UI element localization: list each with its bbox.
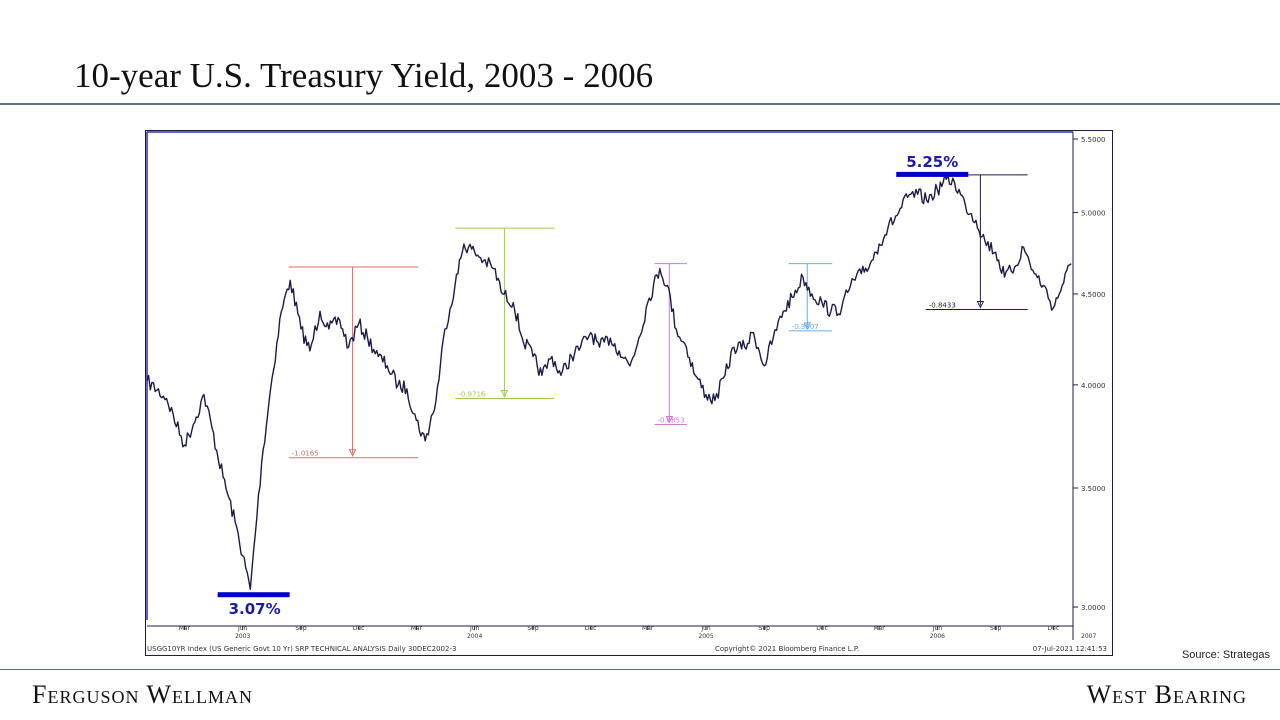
yield-chart: -1.0165 -0.9716 -0.8853 -0.3907 -0.8433 3.07…: [145, 130, 1113, 656]
x-tick-label: Dec: [816, 625, 828, 632]
low-marker-bar: [217, 592, 290, 598]
chart-svg: -1.0165 -0.9716 -0.8853 -0.3907 -0.8433 3.07…: [145, 130, 1113, 656]
x-tick-label: Jun: [469, 625, 480, 632]
y-tick-label: 4.5000: [1081, 291, 1106, 299]
x-tick-label: Mar: [642, 625, 654, 632]
high-marker-bar: [896, 171, 969, 177]
drawdown-label: -0.9716: [458, 391, 486, 399]
brand-ferguson-wellman: Ferguson Wellman: [32, 680, 254, 709]
drawdown-arrow: [803, 322, 812, 330]
y-tick-label: 5.0000: [1081, 210, 1106, 218]
bloomberg-copyright: Copyright© 2021 Bloomberg Finance L.P.: [715, 645, 859, 653]
y-tick-label: 5.5000: [1081, 136, 1106, 144]
y-tick-label: 4.0000: [1081, 382, 1106, 390]
drawdown-label: -0.8433: [929, 302, 956, 310]
bloomberg-timestamp: 07-Jul-2021 12:41:53: [1033, 645, 1107, 653]
x-year-label: 2004: [467, 633, 482, 640]
x-tick-label: Sep: [759, 625, 771, 632]
source-note: Source: Strategas: [1181, 649, 1270, 661]
drawdown-label: -1.0165: [292, 450, 319, 458]
y-tick-label: 3.5000: [1081, 485, 1106, 493]
drawdown-arrow: [500, 390, 509, 398]
x-tick-label: Jun: [237, 625, 248, 632]
footer-divider: [0, 669, 1280, 670]
x-tick-label: Mar: [873, 625, 885, 632]
x-year-label: 2005: [698, 633, 713, 640]
extreme-markers: 3.07% 5.25%: [217, 153, 969, 618]
x-year-label: 2007: [1081, 633, 1096, 640]
x-year-label: 2006: [930, 633, 945, 640]
drawdown-label: -0.3907: [792, 323, 819, 331]
title-divider: [0, 103, 1280, 105]
drawdown-arrow: [976, 301, 985, 309]
y-tick-label: 3.0000: [1081, 604, 1106, 612]
x-tick-label: Dec: [353, 625, 365, 632]
page-title: 10-year U.S. Treasury Yield, 2003 - 2006: [74, 56, 654, 95]
y-axis-ticks: 5.5000 5.0000 4.5000 4.0000 3.5000 3.0000: [1073, 136, 1106, 612]
x-tick-label: Sep: [527, 625, 539, 632]
x-tick-label: Dec: [1048, 625, 1060, 632]
chart-border: [145, 130, 1113, 656]
drawdown-arrow: [665, 415, 674, 424]
drawdown-arrow: [348, 449, 357, 457]
x-tick-label: Mar: [411, 625, 423, 632]
bloomberg-index-caption: USGG10YR Index (US Generic Govt 10 Yr) S…: [147, 645, 456, 653]
yield-series-line: [146, 173, 1072, 590]
x-axis-ticks: Mar Jun Sep Dec Mar Jun Sep Dec Mar Jun Sep Dec Mar J…: [179, 625, 1096, 640]
x-tick-label: Sep: [990, 625, 1002, 632]
brand-west-bearing: West Bearing: [1086, 680, 1247, 709]
drawdown-annotations: -1.0165 -0.9716 -0.8853 -0.3907 -0.8433: [288, 174, 1028, 459]
x-year-label: 2003: [235, 633, 250, 640]
x-tick-label: Jun: [932, 625, 943, 632]
high-marker-label: 5.25%: [906, 153, 958, 171]
low-marker-label: 3.07%: [229, 600, 281, 618]
x-tick-label: Dec: [585, 625, 597, 632]
x-tick-label: Sep: [295, 625, 307, 632]
x-tick-label: Mar: [179, 625, 191, 632]
drawdown-label: -0.8853: [657, 416, 684, 424]
x-tick-label: Jun: [700, 625, 711, 632]
